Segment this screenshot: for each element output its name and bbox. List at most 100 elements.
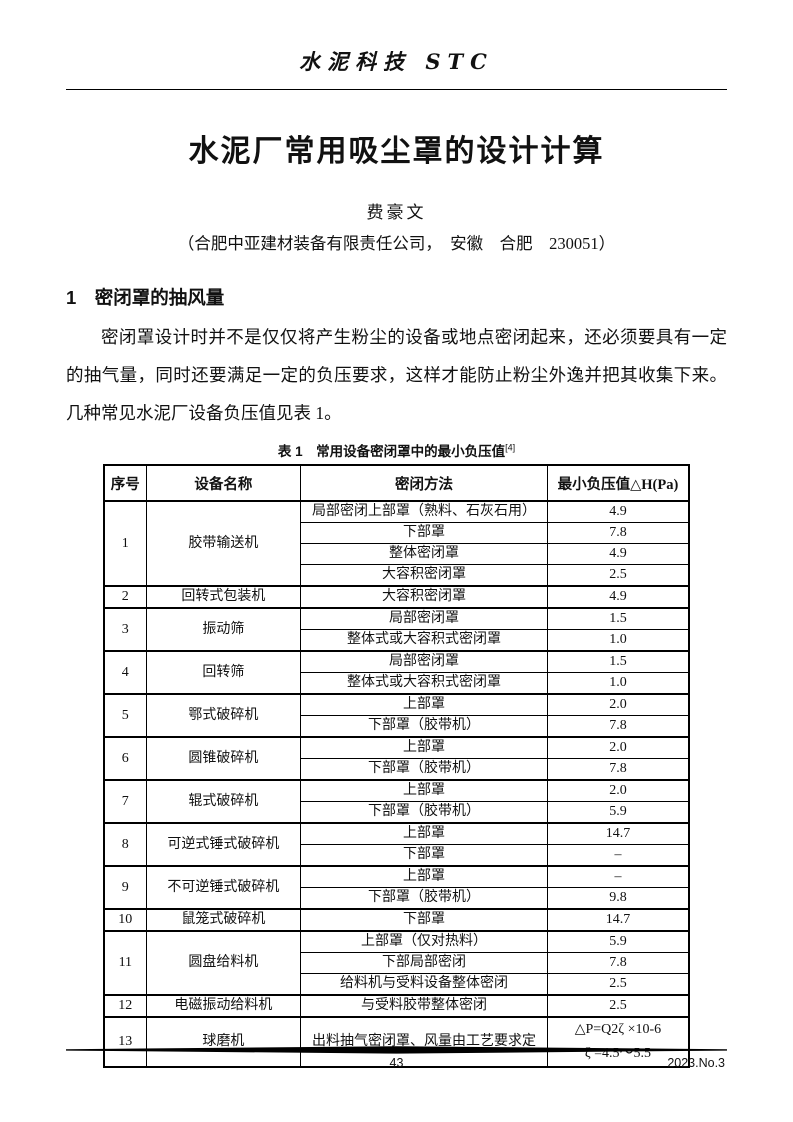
- cell-serial-number: 9: [103, 865, 147, 910]
- cell-min-pressure-value: 4.9: [546, 585, 690, 609]
- cell-serial-number: 12: [103, 994, 147, 1018]
- cell-seal-method: 下部罩: [300, 908, 548, 932]
- cell-serial-number: 8: [103, 822, 147, 867]
- cell-min-pressure-value: 7.8: [546, 758, 690, 781]
- cell-min-pressure-value: 4.9: [546, 543, 690, 565]
- cell-device-name: 振动筛: [145, 607, 302, 652]
- cell-min-pressure-value: 1.5: [546, 650, 690, 673]
- table-row: 下部罩（胶带机） 7.8: [104, 758, 690, 781]
- cell-seal-method: 整体式或大容积式密闭罩: [300, 629, 548, 652]
- cell-device-name: 球磨机: [145, 1016, 302, 1068]
- cell-serial-number: 5: [103, 693, 147, 738]
- table-row: 1 胶带输送机 局部密闭上部罩（熟料、石灰石用） 4.9: [103, 500, 690, 587]
- table-row: 8 可逆式锤式破碎机 上部罩 14.7: [103, 822, 690, 867]
- table-row: 给料机与受料设备整体密闭 2.5: [104, 973, 690, 996]
- cell-min-pressure-value: –: [546, 844, 690, 867]
- cell-min-pressure-value: △P=Q2ζ ×10-6 ζ =4.5～5.5: [546, 1016, 690, 1068]
- min-pressure-table: 序号 设备名称 密闭方法 最小负压值△H(Pa) 1 胶带输送机 局部密闭上部罩（熟…: [103, 464, 690, 1068]
- cell-seal-method: 上部罩: [300, 779, 548, 802]
- cell-min-pressure-value: 2.5: [546, 973, 690, 996]
- cell-seal-method: 下部罩（胶带机）: [300, 801, 548, 824]
- table-caption: 表 1 常用设备密闭罩中的最小负压值[4]: [66, 440, 727, 460]
- column-header-seal-method: 密闭方法: [300, 464, 548, 502]
- cell-seal-method: 上部罩: [300, 693, 548, 716]
- cell-min-pressure-value: 5.9: [546, 801, 690, 824]
- cell-serial-number: 4: [103, 650, 147, 695]
- cell-min-pressure-value: 9.8: [546, 887, 690, 910]
- table-row: 13 球磨机 出料抽气密闭罩、风量由工艺要求定 △P=Q2ζ ×10-6 ζ =4.5～…: [103, 1016, 690, 1068]
- cell-min-pressure-value: 2.0: [546, 693, 690, 716]
- cell-min-pressure-value: 7.8: [546, 715, 690, 738]
- cell-seal-method: 上部罩: [300, 736, 548, 759]
- cell-serial-number: 11: [103, 930, 147, 996]
- cell-min-pressure-value: 14.7: [546, 822, 690, 845]
- cell-min-pressure-value: 4.9: [546, 500, 690, 523]
- cell-device-name: 胶带输送机: [145, 500, 302, 587]
- cell-min-pressure-value: 2.5: [546, 994, 690, 1018]
- cell-seal-method: 下部罩: [300, 522, 548, 544]
- cell-min-pressure-value: 2.5: [546, 564, 690, 587]
- table-row: 整体式或大容积式密闭罩 1.0: [104, 672, 690, 695]
- cell-min-pressure-value: 1.5: [546, 607, 690, 630]
- table-row: 2 回转式包装机 大容积密闭罩 4.9: [103, 585, 690, 609]
- cell-seal-method: 整体密闭罩: [300, 543, 548, 565]
- cell-min-pressure-value: 5.9: [546, 930, 690, 953]
- cell-min-pressure-value: 7.8: [546, 952, 690, 974]
- cell-seal-method: 下部局部密闭: [300, 952, 548, 974]
- cell-seal-method: 下部罩（胶带机）: [300, 887, 548, 910]
- cell-device-name: 不可逆锤式破碎机: [145, 865, 302, 910]
- cell-min-pressure-value: –: [546, 865, 690, 888]
- footer-row: 43 2023.No.3: [66, 1056, 727, 1074]
- cell-min-pressure-value: 14.7: [546, 908, 690, 932]
- column-header-device-name: 设备名称: [145, 464, 302, 502]
- cell-seal-method: 上部罩: [300, 822, 548, 845]
- cell-min-pressure-value: 1.0: [546, 629, 690, 652]
- table-row: 4 回转筛 局部密闭罩 1.5: [103, 650, 690, 695]
- cell-seal-method: 局部密闭上部罩（熟料、石灰石用）: [300, 500, 548, 523]
- cell-serial-number: 6: [103, 736, 147, 781]
- cell-min-pressure-value: 7.8: [546, 522, 690, 544]
- cell-serial-number: 1: [103, 500, 147, 587]
- table-row: 9 不可逆锤式破碎机 上部罩 –: [103, 865, 690, 910]
- header-divider: [66, 89, 727, 90]
- cell-seal-method: 下部罩（胶带机）: [300, 758, 548, 781]
- cell-seal-method: 出料抽气密闭罩、风量由工艺要求定: [300, 1016, 548, 1068]
- cell-min-pressure-value: 2.0: [546, 736, 690, 759]
- table-row: 6 圆锥破碎机 上部罩 2.0: [103, 736, 690, 781]
- cell-min-pressure-value: 2.0: [546, 779, 690, 802]
- column-header-min-pressure: 最小负压值△H(Pa): [546, 464, 690, 502]
- table-row: 大容积密闭罩 2.5: [104, 564, 690, 587]
- cell-seal-method: 上部罩（仅对热料）: [300, 930, 548, 953]
- cell-seal-method: 与受料胶带整体密闭: [300, 994, 548, 1018]
- cell-seal-method: 下部罩（胶带机）: [300, 715, 548, 738]
- cell-seal-method: 大容积密闭罩: [300, 564, 548, 587]
- footer-divider: [66, 1046, 727, 1054]
- table-row: 7 辊式破碎机 上部罩 2.0: [103, 779, 690, 824]
- cell-min-pressure-value: 1.0: [546, 672, 690, 695]
- table-row: 3 振动筛 局部密闭罩 1.5: [103, 607, 690, 652]
- cell-seal-method: 给料机与受料设备整体密闭: [300, 973, 548, 996]
- page-number: 43: [389, 1056, 404, 1070]
- cell-serial-number: 3: [103, 607, 147, 652]
- cell-serial-number: 13: [103, 1016, 147, 1068]
- table-row: 整体密闭罩 4.9: [104, 543, 690, 565]
- cell-device-name: 电磁振动给料机: [145, 994, 302, 1018]
- table-row: 下部罩（胶带机） 5.9: [104, 801, 690, 824]
- table-row: 11 圆盘给料机 上部罩（仅对热料） 5.9: [103, 930, 690, 996]
- page-footer: 43 2023.No.3: [66, 1046, 727, 1074]
- cell-device-name: 辊式破碎机: [145, 779, 302, 824]
- cell-device-name: 回转式包装机: [145, 585, 302, 609]
- author-affiliation: （合肥中亚建材装备有限责任公司， 安徽 合肥 230051）: [177, 234, 616, 253]
- cell-seal-method: 整体式或大容积式密闭罩: [300, 672, 548, 695]
- table-row: 12 电磁振动给料机 与受料胶带整体密闭 2.5: [103, 994, 690, 1018]
- table-row: 下部罩 –: [104, 844, 690, 867]
- journal-header: 水泥科技 STC: [299, 49, 494, 74]
- cell-device-name: 鄂式破碎机: [145, 693, 302, 738]
- cell-seal-method: 局部密闭罩: [300, 650, 548, 673]
- cell-seal-method: 上部罩: [300, 865, 548, 888]
- author-name: 费豪文: [366, 203, 427, 222]
- column-header-serial-number: 序号: [103, 464, 147, 502]
- table-header-row: 序号 设备名称 密闭方法 最小负压值△H(Pa): [103, 464, 690, 502]
- cell-seal-method: 局部密闭罩: [300, 607, 548, 630]
